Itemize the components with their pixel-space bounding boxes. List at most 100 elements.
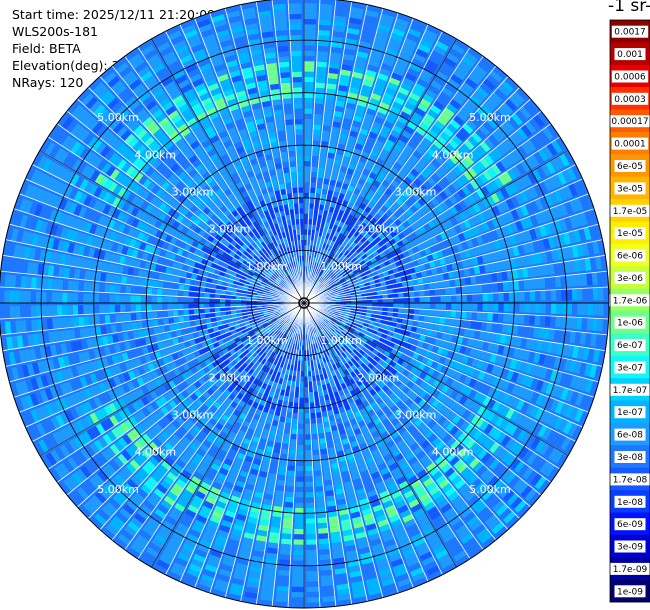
- gate-cell: [487, 134, 499, 146]
- gate-cell: [321, 253, 325, 260]
- gate-cell: [339, 292, 346, 295]
- gate-cell: [508, 281, 514, 291]
- gate-cell: [377, 106, 388, 115]
- gate-cell: [306, 523, 316, 530]
- gate-cell: [397, 115, 408, 125]
- gate-cell: [304, 97, 313, 104]
- gate-cell: [578, 195, 589, 210]
- gate-cell: [436, 179, 446, 190]
- gate-cell: [426, 200, 435, 210]
- gate-cell: [477, 293, 483, 302]
- gate-cell: [372, 250, 379, 257]
- gate-cell: [390, 148, 400, 157]
- gate-cell: [341, 247, 347, 254]
- gate-cell: [495, 227, 504, 238]
- gate-cell: [311, 229, 315, 236]
- gate-cell: [544, 315, 551, 327]
- gate-cell: [428, 282, 435, 289]
- gate-cell: [356, 277, 363, 282]
- gate-cell: [333, 262, 339, 268]
- gate-cell: [324, 479, 333, 486]
- gate-cell: [501, 213, 510, 224]
- gate-cell: [528, 117, 541, 131]
- gate-cell: [304, 71, 314, 78]
- gate-cell: [479, 82, 492, 95]
- gate-cell: [410, 273, 417, 279]
- gate-cell: [423, 283, 430, 290]
- gate-cell: [430, 50, 444, 61]
- gate-cell: [532, 266, 540, 277]
- gate-cell: [315, 480, 324, 487]
- gate-cell: [413, 53, 426, 63]
- gate-cell: [338, 245, 344, 252]
- gate-cell: [398, 134, 409, 144]
- gate-cell: [448, 138, 459, 150]
- gate-cell: [433, 183, 442, 193]
- gate-cell: [455, 131, 467, 142]
- gate-cell: [305, 439, 312, 445]
- gate-cell: [430, 158, 441, 168]
- gate-cell: [519, 190, 529, 203]
- gate-cell: [321, 259, 326, 266]
- gate-cell: [583, 226, 592, 241]
- gate-cell: [306, 549, 318, 556]
- gate-cell: [360, 236, 367, 243]
- gate-cell: [363, 74, 375, 83]
- gate-cell: [276, 585, 290, 592]
- gate-cell: [396, 91, 408, 101]
- instrument-text: WLS200s-181: [12, 24, 98, 39]
- gate-cell: [441, 264, 448, 273]
- gate-cell: [304, 203, 309, 209]
- gate-cell: [524, 229, 532, 241]
- gate-cell: [304, 134, 312, 141]
- gate-cell: [398, 52, 411, 62]
- gate-cell: [318, 533, 329, 540]
- gate-cell: [455, 64, 469, 76]
- gate-cell: [402, 162, 412, 172]
- gate-cell: [365, 108, 376, 116]
- gate-cell: [430, 172, 440, 183]
- gate-cell: [598, 287, 604, 301]
- gate-cell: [404, 72, 417, 82]
- gate-cell: [327, 278, 333, 283]
- gate-cell: [406, 67, 419, 77]
- gate-cell: [330, 283, 336, 287]
- gate-cell: [539, 225, 548, 237]
- gate-cell: [421, 34, 436, 45]
- gate-cell: [505, 223, 514, 235]
- gate-cell: [477, 212, 486, 223]
- gate-cell: [402, 313, 409, 319]
- gate-cell: [305, 471, 314, 477]
- gate-cell: [434, 169, 444, 179]
- gate-cell: [476, 86, 489, 99]
- gate-cell: [343, 112, 353, 120]
- gate-cell: [515, 162, 526, 175]
- gate-cell: [305, 486, 314, 493]
- gate-cell: [419, 309, 425, 315]
- gate-cell: [338, 275, 344, 280]
- gate-cell: [529, 303, 536, 313]
- gate-cell: [419, 264, 426, 271]
- gate-cell: [356, 300, 362, 303]
- gate-cell: [326, 263, 332, 269]
- gate-cell: [487, 95, 500, 108]
- gate-cell: [396, 57, 409, 67]
- gate-cell: [305, 465, 313, 472]
- gate-cell: [349, 81, 361, 90]
- gate-cell: [312, 439, 319, 445]
- gate-cell: [495, 127, 507, 139]
- gate-cell: [385, 87, 397, 96]
- gate-cell: [372, 87, 383, 97]
- gate-cell: [424, 309, 430, 315]
- gate-cell: [372, 295, 378, 299]
- gate-cell: [350, 276, 357, 282]
- gate-cell: [475, 235, 484, 245]
- gate-cell: [372, 260, 379, 267]
- gate-cell: [371, 270, 378, 276]
- gate-cell: [377, 272, 384, 278]
- gate-cell: [549, 276, 556, 288]
- gate-cell: [467, 167, 478, 178]
- gate-cell: [494, 261, 502, 271]
- start-time-text: Start time: 2025/12/11 21:20:09: [12, 7, 216, 22]
- gate-cell: [511, 113, 523, 126]
